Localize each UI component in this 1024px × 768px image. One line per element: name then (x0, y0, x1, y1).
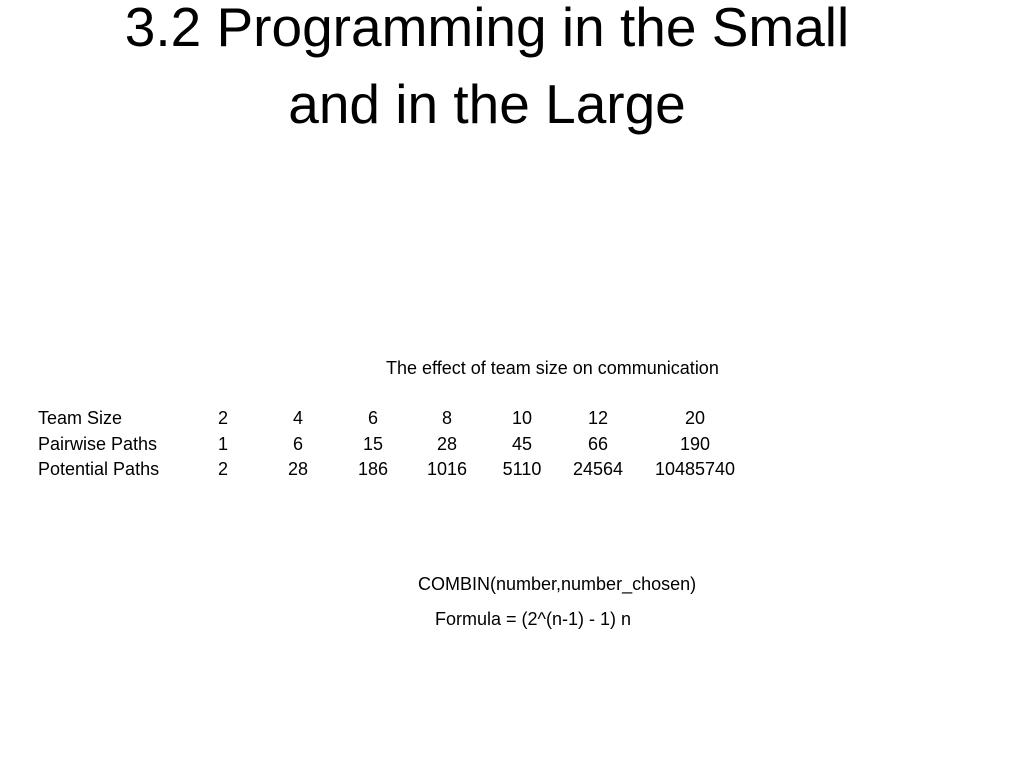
title-line: and in the Large (288, 73, 686, 135)
table-cell: 2 (217, 408, 229, 428)
table-cell: 8 (441, 408, 453, 428)
table-cell: 1016 (426, 459, 468, 479)
note: COMBIN(number,number_chosen) (418, 574, 697, 594)
table-cell: 186 (357, 459, 389, 479)
table-cell: 6 (292, 433, 304, 454)
table-cell: 1 (217, 433, 229, 454)
note: Formula = (2^(n-1) - 1) n (435, 609, 631, 629)
table-cell: 10 (511, 408, 533, 428)
table-cell: 20 (684, 408, 706, 428)
table-cell: 4 (292, 408, 304, 428)
table-cell: 190 (679, 433, 711, 454)
caption: The effect of team size on communication (386, 358, 719, 378)
table-cell: 2 (217, 459, 229, 479)
table-cell: 6 (367, 408, 379, 428)
table-cell: 28 (436, 433, 458, 454)
table-cell: 5110 (502, 459, 542, 479)
table-cell: 66 (587, 433, 609, 454)
title-line: 3.2 Programming in the Small (124, 0, 850, 58)
table-cell: 45 (511, 433, 533, 454)
table-cell: 12 (587, 408, 609, 428)
table-cell: 24564 (572, 459, 624, 479)
row-label: Potential Paths (38, 459, 160, 479)
row-label: Pairwise Paths (38, 433, 158, 454)
table-cell: 15 (362, 433, 384, 454)
table-cell: 28 (287, 459, 309, 479)
table-cell: 10485740 (654, 459, 736, 479)
row-label: Team Size (38, 408, 123, 428)
